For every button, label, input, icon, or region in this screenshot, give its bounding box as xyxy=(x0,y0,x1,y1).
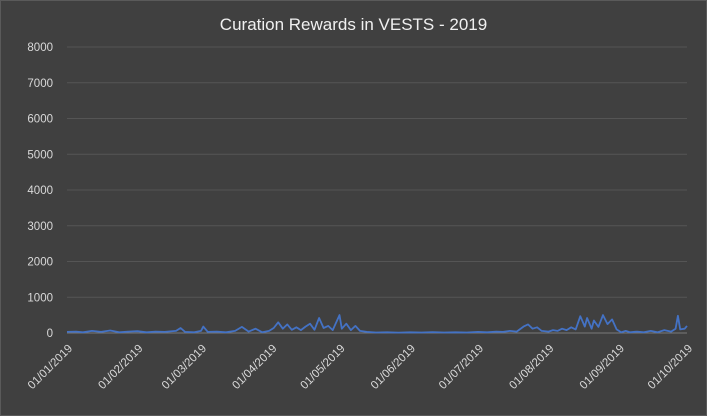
y-tick-label: 0 xyxy=(47,328,53,340)
x-tick-label: 01/03/2019 xyxy=(160,343,209,392)
y-tick-label: 5000 xyxy=(27,149,53,161)
y-tick-label: 7000 xyxy=(27,78,53,90)
x-tick-label: 01/09/2019 xyxy=(578,343,627,392)
x-tick-label: 01/04/2019 xyxy=(230,343,279,392)
y-tick-label: 4000 xyxy=(27,185,53,197)
x-tick-label: 01/02/2019 xyxy=(96,343,145,392)
x-tick-label: 01/01/2019 xyxy=(26,343,75,392)
y-tick-label: 3000 xyxy=(27,221,53,233)
x-tick-label: 01/07/2019 xyxy=(437,343,486,392)
chart-title: Curation Rewards in VESTS - 2019 xyxy=(219,15,488,34)
x-tick-label: 01/10/2019 xyxy=(646,343,695,392)
x-tick-label: 01/06/2019 xyxy=(369,343,418,392)
y-tick-label: 8000 xyxy=(27,42,53,54)
series-line xyxy=(66,314,688,334)
y-tick-label: 2000 xyxy=(27,257,53,269)
x-tick-label: 01/05/2019 xyxy=(298,343,347,392)
x-tick-label: 01/08/2019 xyxy=(507,343,556,392)
y-tick-label: 6000 xyxy=(27,114,53,126)
y-tick-label: 1000 xyxy=(27,292,53,304)
